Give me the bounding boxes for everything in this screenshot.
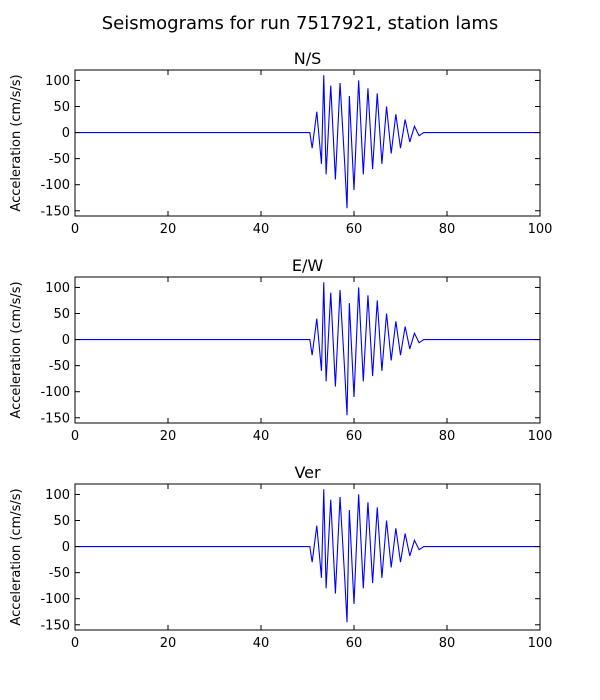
x-tick-label: 100 xyxy=(528,429,553,444)
x-tick-label: 0 xyxy=(71,636,79,651)
y-tick-label: 0 xyxy=(62,333,70,348)
x-tick-label: 100 xyxy=(528,636,553,651)
y-tick-label: -100 xyxy=(40,178,70,193)
x-tick-label: 40 xyxy=(253,222,270,237)
y-tick-label: 50 xyxy=(53,307,70,322)
y-tick-label: 100 xyxy=(45,488,70,503)
y-axis-label: Acceleration (cm/s/s) xyxy=(9,74,24,211)
x-tick-label: 60 xyxy=(346,636,363,651)
panel-2: Ver Acceleration (cm/s/s) 0 20 40 60 80 100 100 5… xyxy=(9,463,552,651)
x-tick-label: 80 xyxy=(439,222,456,237)
x-tick-label: 20 xyxy=(160,636,177,651)
x-tick-label: 80 xyxy=(439,636,456,651)
y-tick-label: -50 xyxy=(49,152,70,167)
panel-0: N/S Acceleration (cm/s/s) 0 20 40 60 80 100 100 5… xyxy=(9,49,552,237)
y-tick-label: -150 xyxy=(40,204,70,219)
y-tick-label: -150 xyxy=(40,618,70,633)
y-tick-label: 0 xyxy=(62,126,70,141)
plot-frame xyxy=(74,276,541,424)
x-tick-label: 60 xyxy=(346,429,363,444)
y-tick-label: -100 xyxy=(40,385,70,400)
plot-frame xyxy=(74,483,541,631)
series-line xyxy=(75,282,540,416)
panel-1: E/W Acceleration (cm/s/s) 0 20 40 60 80 100 100 5… xyxy=(9,256,552,444)
y-tick-label: 100 xyxy=(45,74,70,89)
x-tick-label: 0 xyxy=(71,429,79,444)
y-tick-label: -50 xyxy=(49,566,70,581)
y-tick-label: -100 xyxy=(40,592,70,607)
figure-title: Seismograms for run 7517921, station lam… xyxy=(102,13,499,34)
x-tick-label: 40 xyxy=(253,429,270,444)
plot-frame xyxy=(74,69,541,217)
y-axis-label: Acceleration (cm/s/s) xyxy=(9,488,24,625)
x-tick-label: 60 xyxy=(346,222,363,237)
panel-title: N/S xyxy=(294,49,322,68)
x-tick-label: 80 xyxy=(439,429,456,444)
x-tick-label: 100 xyxy=(528,222,553,237)
y-tick-label: 0 xyxy=(62,540,70,555)
x-tick-label: 20 xyxy=(160,222,177,237)
y-tick-label: 50 xyxy=(53,514,70,529)
series-line xyxy=(75,75,540,209)
y-tick-label: 50 xyxy=(53,100,70,115)
y-axis-label: Acceleration (cm/s/s) xyxy=(9,281,24,418)
series-line xyxy=(75,489,540,623)
y-tick-label: -150 xyxy=(40,411,70,426)
panel-title: E/W xyxy=(292,256,324,275)
x-tick-label: 40 xyxy=(253,636,270,651)
y-tick-label: -50 xyxy=(49,359,70,374)
x-tick-label: 20 xyxy=(160,429,177,444)
panel-title: Ver xyxy=(294,463,321,482)
y-tick-label: 100 xyxy=(45,281,70,296)
x-tick-label: 0 xyxy=(71,222,79,237)
